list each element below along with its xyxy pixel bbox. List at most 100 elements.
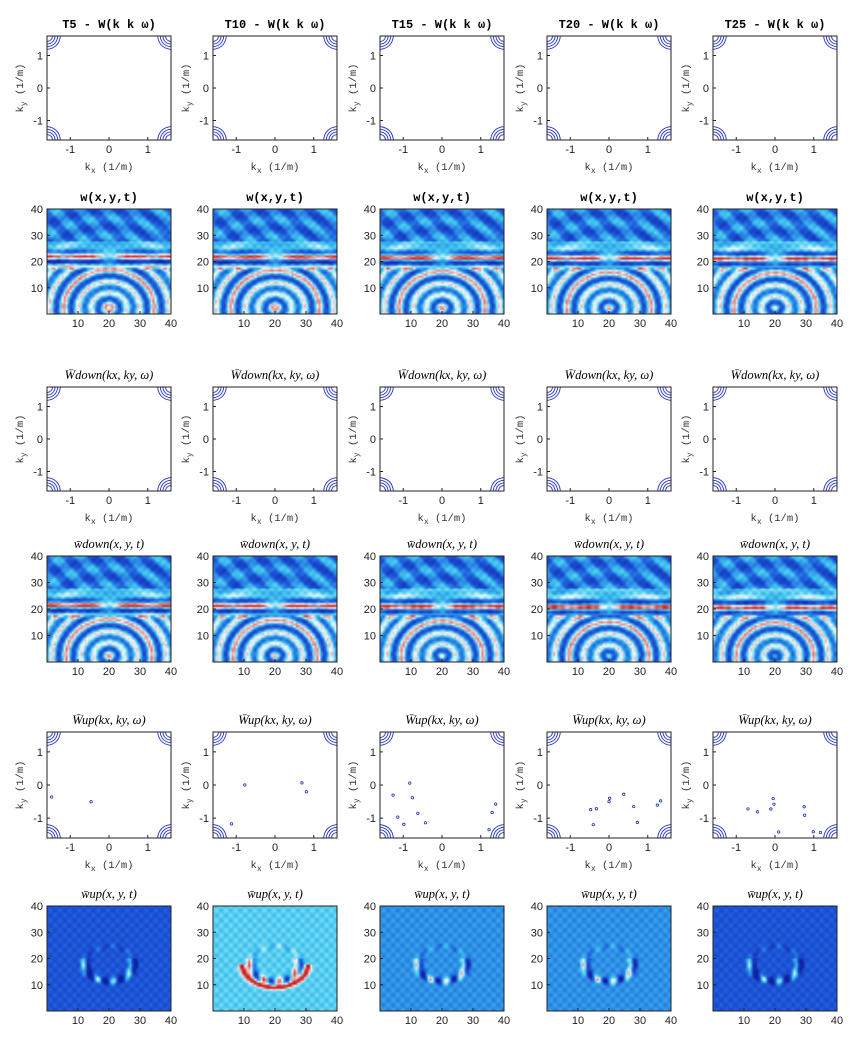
r1c5-contour-line <box>825 35 838 48</box>
r1c1-contour-line <box>46 133 54 141</box>
panel-r1c4: T20 - W(k k ω) -1 0 1 1 0 -1 kx (1/m) ky (1/m) <box>515 18 672 176</box>
r1c4-contour-line <box>546 126 561 141</box>
r3c1-contour-line <box>157 386 172 401</box>
r3c4-contour-line <box>657 477 672 492</box>
r5c4-contour-line <box>546 731 559 744</box>
r3c2-contour-line <box>328 386 338 396</box>
r1c1-title: T5 - W(k k ω) <box>62 18 156 32</box>
r5c5-contour-line <box>825 826 838 839</box>
r5c5-xlabel: kx (1/m) <box>751 860 800 874</box>
r5c4-contour-blob <box>594 807 599 811</box>
r5c4-contour-line <box>546 824 561 839</box>
r3c4-xlabel: kx (1/m) <box>585 513 634 527</box>
r1c5-xtick-label: 1 <box>811 144 817 156</box>
r3c2-contour-line <box>330 386 338 394</box>
r5c4-contour-line <box>664 731 672 739</box>
r1c4-ytick-label: 1 <box>537 51 543 63</box>
r3c2-ytick-label: 0 <box>203 434 209 446</box>
r5c5-contour-line <box>823 731 838 746</box>
r6c2-xtick-label: 40 <box>331 1015 343 1027</box>
r2c5-ytick-label: 20 <box>697 257 709 269</box>
r5c4-contour-line <box>546 826 559 839</box>
r1c3-contour-line <box>379 35 387 43</box>
r5c3-xlabel: kx (1/m) <box>418 860 467 874</box>
r3c2-ylabel: ky (1/m) <box>181 415 195 464</box>
r4c4-xtick-label: 20 <box>603 666 615 678</box>
r2c3-xtick-label: 40 <box>498 318 510 330</box>
r3c1-plot-bg <box>47 387 171 491</box>
r3c1-contour-line <box>164 386 172 394</box>
r5c3-contour-line <box>495 829 505 839</box>
r3c3-plot-bg <box>380 387 504 491</box>
r2c3-xtick-label: 30 <box>467 318 479 330</box>
r1c4-xlabel: kx (1/m) <box>585 162 634 176</box>
r2c3-ytick-label: 10 <box>364 283 376 295</box>
r1c2-contour-line <box>330 133 338 141</box>
r1c2-contour-line <box>212 35 220 43</box>
panel-r2c3: w(x,y,t) 10 20 30 40 40 30 20 10 <box>364 191 510 330</box>
r1c3-contour-line <box>492 35 505 48</box>
r3c5-contour-line <box>830 386 838 394</box>
r5c5-contour-line <box>712 731 725 744</box>
r1c4-ylabel: ky (1/m) <box>515 64 529 113</box>
r4c3-ytick-label: 20 <box>364 604 376 616</box>
r5c1-contour-line <box>159 731 172 744</box>
r6c2-xtick-label: 30 <box>300 1015 312 1027</box>
r3c5-contour-line <box>712 484 720 492</box>
r3c5-contour-line <box>712 386 722 396</box>
panel-r4c4: w̄down(x, y, t) 10 20 30 40 40 30 20 10 <box>531 537 677 678</box>
r5c4-contour-line <box>662 829 672 839</box>
r4c5-xtick-label: 20 <box>769 666 781 678</box>
r5c5-plot-bg <box>713 732 837 838</box>
r2c2-ytick-label: 20 <box>197 257 209 269</box>
r6c2-title: w̄up(x, y, t) <box>247 887 303 901</box>
r3c5-title: W̄down(kx, ky, ω) <box>731 368 820 382</box>
r1c4-contour-line <box>657 126 672 141</box>
r5c1-ytick-label: 1 <box>37 747 43 759</box>
r5c2-contour-blob <box>300 781 304 785</box>
r3c5-ytick-label: -1 <box>699 467 709 479</box>
panel-r5c1: W̄up(kx, ky, ω) -1 0 1 1 0 -1 kx (1/m) ky (1/m) <box>15 713 172 874</box>
r1c3-contour-line <box>379 131 389 141</box>
r1c4-xtick-label: 0 <box>606 144 612 156</box>
r5c4-xtick-label: -1 <box>565 842 575 854</box>
r5c4-contour-line <box>659 731 672 744</box>
r2c3-ytick-label: 30 <box>364 230 376 242</box>
r5c2-contour-line <box>325 826 338 839</box>
r3c3-ylabel: ky (1/m) <box>348 415 362 464</box>
r3c3-contour-line <box>495 386 505 396</box>
r5c2-contour-blob <box>229 822 234 826</box>
r5c5-contour-line <box>712 831 720 839</box>
r5c3-title: W̄up(kx, ky, ω) <box>405 713 478 727</box>
r3c5-contour-line <box>712 479 725 492</box>
r1c5-xtick-label: 0 <box>772 144 778 156</box>
r1c2-ytick-label: -1 <box>199 116 209 128</box>
r1c2-xtick-label: 1 <box>311 144 317 156</box>
r3c3-contour-line <box>379 386 394 401</box>
r1c5-ylabel: ky (1/m) <box>681 64 695 113</box>
r5c5-ytick-label: 0 <box>703 780 709 792</box>
panel-r5c2: W̄up(kx, ky, ω) -1 0 1 1 0 -1 kx (1/m) ky (1/m) <box>181 713 338 874</box>
panel-r1c5: T25 - W(k k ω) -1 0 1 1 0 -1 kx (1/m) ky (1/m) <box>681 18 838 176</box>
r1c5-contour-line <box>712 128 725 141</box>
r3c2-contour-line <box>323 477 338 492</box>
r2c2-title: w(x,y,t) <box>246 191 304 205</box>
r3c4-xtick-label: -1 <box>565 495 575 507</box>
r5c2-ylabel: ky (1/m) <box>181 761 195 810</box>
r1c3-title: T15 - W(k k ω) <box>392 18 493 32</box>
r1c3-contour-line <box>495 131 505 141</box>
r2c4-xtick-label: 10 <box>572 318 584 330</box>
r3c3-xlabel: kx (1/m) <box>418 513 467 527</box>
r6c5-xtick-label: 10 <box>738 1015 750 1027</box>
r5c1-contour-blob <box>89 800 93 804</box>
r5c1-xtick-label: 1 <box>145 842 151 854</box>
r5c3-contour-line <box>490 824 505 839</box>
r4c1-heatmap <box>47 556 171 662</box>
r4c3-title: w̄down(x, y, t) <box>407 537 477 551</box>
r4c5-ytick-label: 30 <box>697 578 709 590</box>
r3c4-ytick-label: 1 <box>537 402 543 414</box>
r1c5-ytick-label: 0 <box>703 83 709 95</box>
r3c3-xtick-label: 0 <box>439 495 445 507</box>
r5c5-contour-line <box>830 731 838 739</box>
r1c4-contour-line <box>546 35 559 48</box>
